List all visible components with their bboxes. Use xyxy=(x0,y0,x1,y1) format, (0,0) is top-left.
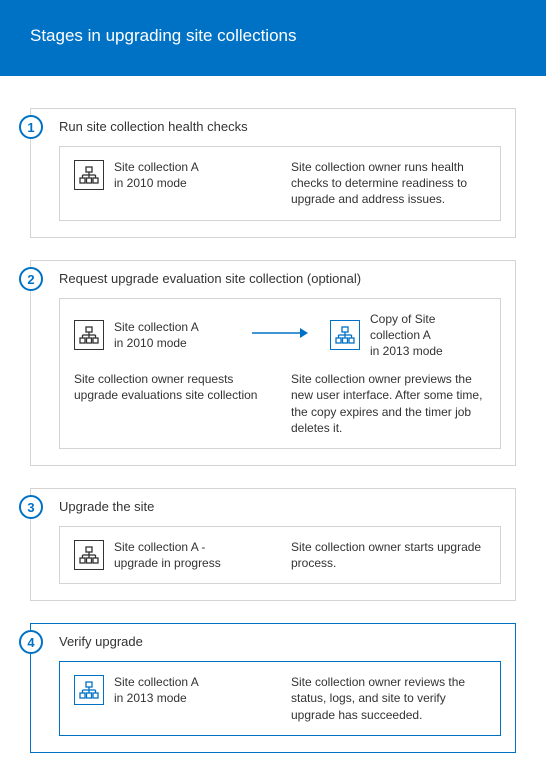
site-label: Site collection A in 2010 mode xyxy=(114,319,199,351)
sitemap-icon xyxy=(74,320,104,350)
site-item: Site collection A in 2010 mode xyxy=(74,159,269,191)
sitemap-icon xyxy=(330,320,360,350)
stage-title: Upgrade the site xyxy=(59,499,501,514)
site-item-source: Site collection A in 2010 mode xyxy=(74,319,230,351)
stage-inner-box: Site collection A - upgrade in progress … xyxy=(59,526,501,584)
stage-3: 3 Upgrade the site xyxy=(30,488,516,601)
content-area: 1 Run site collection health checks xyxy=(0,76,546,773)
site-label: Site collection A in 2010 mode xyxy=(114,159,199,191)
stage-title: Verify upgrade xyxy=(59,634,501,649)
stage-2: 2 Request upgrade evaluation site collec… xyxy=(30,260,516,466)
stage-number-badge: 4 xyxy=(19,630,43,654)
stage-1: 1 Run site collection health checks xyxy=(30,108,516,238)
sitemap-icon xyxy=(74,675,104,705)
stage-number-badge: 3 xyxy=(19,495,43,519)
stage-inner-box: Site collection A in 2010 mode Site coll… xyxy=(59,146,501,221)
site-label: Copy of Site collection A in 2013 mode xyxy=(370,311,486,360)
site-item: Site collection A - upgrade in progress xyxy=(74,539,269,571)
stage-2-right-note: Site collection owner previews the new u… xyxy=(291,371,486,436)
stage-inner-box: Site collection A in 2013 mode Site coll… xyxy=(59,661,501,736)
page-title: Stages in upgrading site collections xyxy=(30,26,297,45)
stage-2-left-note: Site collection owner requests upgrade e… xyxy=(74,371,269,436)
sitemap-icon xyxy=(74,160,104,190)
sitemap-icon xyxy=(74,540,104,570)
stage-description: Site collection owner starts upgrade pro… xyxy=(291,539,486,571)
site-item: Site collection A in 2013 mode xyxy=(74,674,269,706)
site-label: Site collection A - upgrade in progress xyxy=(114,539,221,571)
stage-description: Site collection owner reviews the status… xyxy=(291,674,486,723)
site-label: Site collection A in 2013 mode xyxy=(114,674,199,706)
stage-4: 4 Verify upgrade xyxy=(30,623,516,753)
stage-title: Request upgrade evaluation site collecti… xyxy=(59,271,501,286)
page-header: Stages in upgrading site collections xyxy=(0,0,546,76)
stage-inner-box: Site collection A in 2010 mode xyxy=(59,298,501,449)
stage-number-badge: 1 xyxy=(19,115,43,139)
stage-title: Run site collection health checks xyxy=(59,119,501,134)
stage-number-badge: 2 xyxy=(19,267,43,291)
site-item-copy: Copy of Site collection A in 2013 mode xyxy=(330,311,486,360)
arrow-right-icon xyxy=(252,326,308,344)
stage-description: Site collection owner runs health checks… xyxy=(291,159,486,208)
